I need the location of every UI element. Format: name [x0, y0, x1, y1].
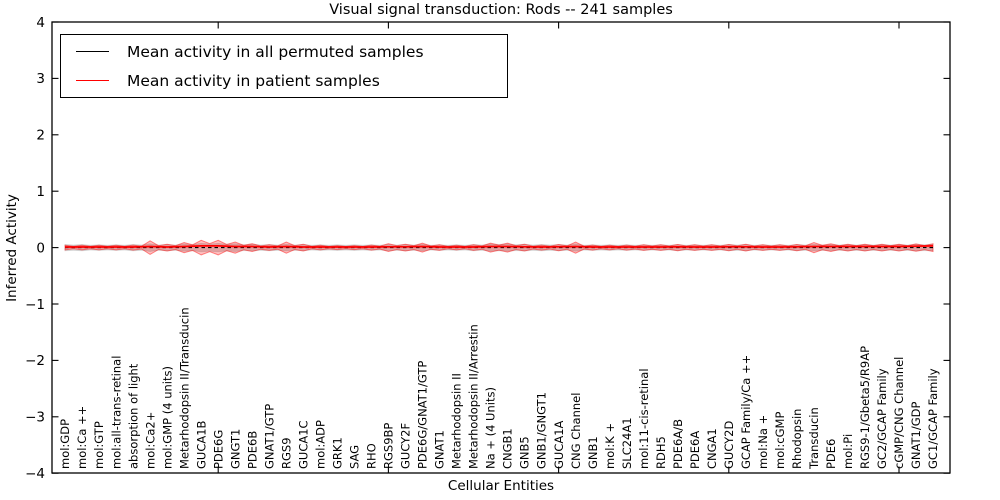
violin-shapes	[64, 239, 934, 256]
axis-ticks	[52, 21, 950, 474]
x-tick-label: CNGB1	[501, 428, 515, 469]
x-tick-label: RGS9BP	[382, 423, 396, 469]
x-tick-label: CNG Channel	[569, 393, 583, 469]
x-tick-label: Na + (4 Units)	[484, 387, 498, 469]
mean-lines	[65, 245, 934, 249]
x-tick-label: CNGA1	[705, 428, 719, 469]
x-tick-label: mol:Ca2+	[143, 412, 157, 469]
legend-item-permuted: Mean activity in all permuted samples	[61, 37, 507, 66]
x-tick-label: mol:GTP	[92, 421, 106, 469]
x-tick-label: GUCA1B	[194, 420, 208, 469]
violin-permuted	[64, 242, 934, 253]
x-tick-label: absorption of light	[126, 363, 140, 469]
y-tick-label: 4	[36, 15, 45, 31]
x-tick-labels: mol:GDP mol:Ca ++ mol:GTP mol:all-trans-ret…	[58, 307, 940, 470]
x-tick-label: SLC24A1	[620, 417, 634, 469]
x-tick-label: GUCY2D	[722, 421, 736, 469]
x-tick-label: PDE6	[824, 439, 838, 469]
legend-label-patient: Mean activity in patient samples	[127, 71, 380, 90]
x-tick-label: SAG	[348, 445, 362, 469]
x-tick-label: RGS9-1/Gbeta5/R9AP	[858, 346, 872, 469]
y-tick-label: 0	[36, 240, 45, 256]
x-tick-label: GNGT1	[228, 429, 242, 469]
x-tick-label: Metarhodopsin II/Transducin	[177, 307, 191, 469]
mean-line-patient	[65, 245, 934, 248]
x-tick-label: GUCA1A	[552, 420, 566, 469]
y-tick-labels: 4 3 2 1 0 −1 −2 −3 −4	[25, 15, 45, 482]
y-tick-label: −1	[25, 297, 45, 313]
y-tick-label: 1	[36, 184, 45, 200]
x-tick-label: GCAP Family/Ca ++	[739, 355, 753, 469]
x-tick-label: mol:GDP	[58, 419, 72, 469]
x-tick-label: mol:K +	[603, 423, 617, 469]
y-tick-label: 3	[36, 71, 45, 87]
y-axis-label: Inferred Activity	[4, 194, 20, 302]
x-tick-label: GNAT1/GDP	[909, 402, 923, 469]
y-tick-label: 2	[36, 128, 45, 144]
x-tick-label: RDH5	[654, 436, 668, 469]
x-tick-label: GNB1/GNGT1	[535, 392, 549, 469]
x-tick-label: GNB5	[518, 436, 532, 469]
x-tick-label: Transducin	[807, 407, 821, 470]
x-axis-label: Cellular Entities	[447, 478, 555, 494]
y-tick-label: −3	[25, 410, 45, 426]
x-tick-label: PDE6A	[688, 431, 702, 469]
x-tick-label: GC2/GCAP Family	[875, 368, 889, 469]
legend-label-permuted: Mean activity in all permuted samples	[127, 42, 424, 61]
permuted-line-swatch	[76, 51, 109, 52]
x-tick-label: GUCY2F	[399, 423, 413, 469]
x-tick-label: RHO	[365, 443, 379, 469]
x-tick-label: mol:Pi	[841, 434, 855, 469]
x-tick-label: GUCA1C	[297, 420, 311, 469]
x-tick-label: Metarhodopsin II	[450, 373, 464, 469]
x-tick-label: mol:Ca ++	[75, 406, 89, 469]
x-tick-label: PDE6A/B	[671, 419, 685, 469]
chart-title: Visual signal transduction: Rods -- 241 …	[329, 2, 673, 18]
y-tick-label: −2	[25, 353, 45, 369]
x-tick-label: PDE6G/GNAT1/GTP	[416, 361, 430, 469]
x-tick-label: Metarhodopsin II/Arrestin	[467, 324, 481, 469]
x-tick-label: mol:11-cis-retinal	[637, 368, 651, 469]
x-tick-label: mol:Na +	[756, 415, 770, 469]
x-tick-label: GNB1	[586, 436, 600, 469]
x-tick-label: GNAT1	[433, 430, 447, 469]
x-tick-label: GNAT1/GTP	[262, 404, 276, 469]
x-tick-label: GRK1	[331, 437, 345, 469]
x-tick-label: Rhodopsin	[790, 409, 804, 469]
x-tick-label: cGMP/CNG Channel	[892, 357, 906, 469]
legend: Mean activity in all permuted samples Me…	[60, 34, 508, 98]
violin-patient	[64, 239, 934, 256]
x-tick-label: mol:all-trans-retinal	[109, 356, 123, 469]
x-tick-label: mol:cGMP	[773, 412, 787, 469]
x-tick-label: mol:GMP (4 units)	[160, 366, 174, 469]
x-tick-label: PDE6G	[211, 430, 225, 469]
x-tick-label: GC1/GCAP Family	[926, 368, 940, 469]
x-tick-label: mol:ADP	[314, 420, 328, 469]
x-tick-label: RGS9	[280, 437, 294, 469]
x-tick-label: PDE6B	[245, 431, 259, 469]
y-tick-label: −4	[25, 466, 45, 482]
legend-item-patient: Mean activity in patient samples	[61, 66, 507, 95]
patient-line-swatch	[76, 80, 109, 81]
